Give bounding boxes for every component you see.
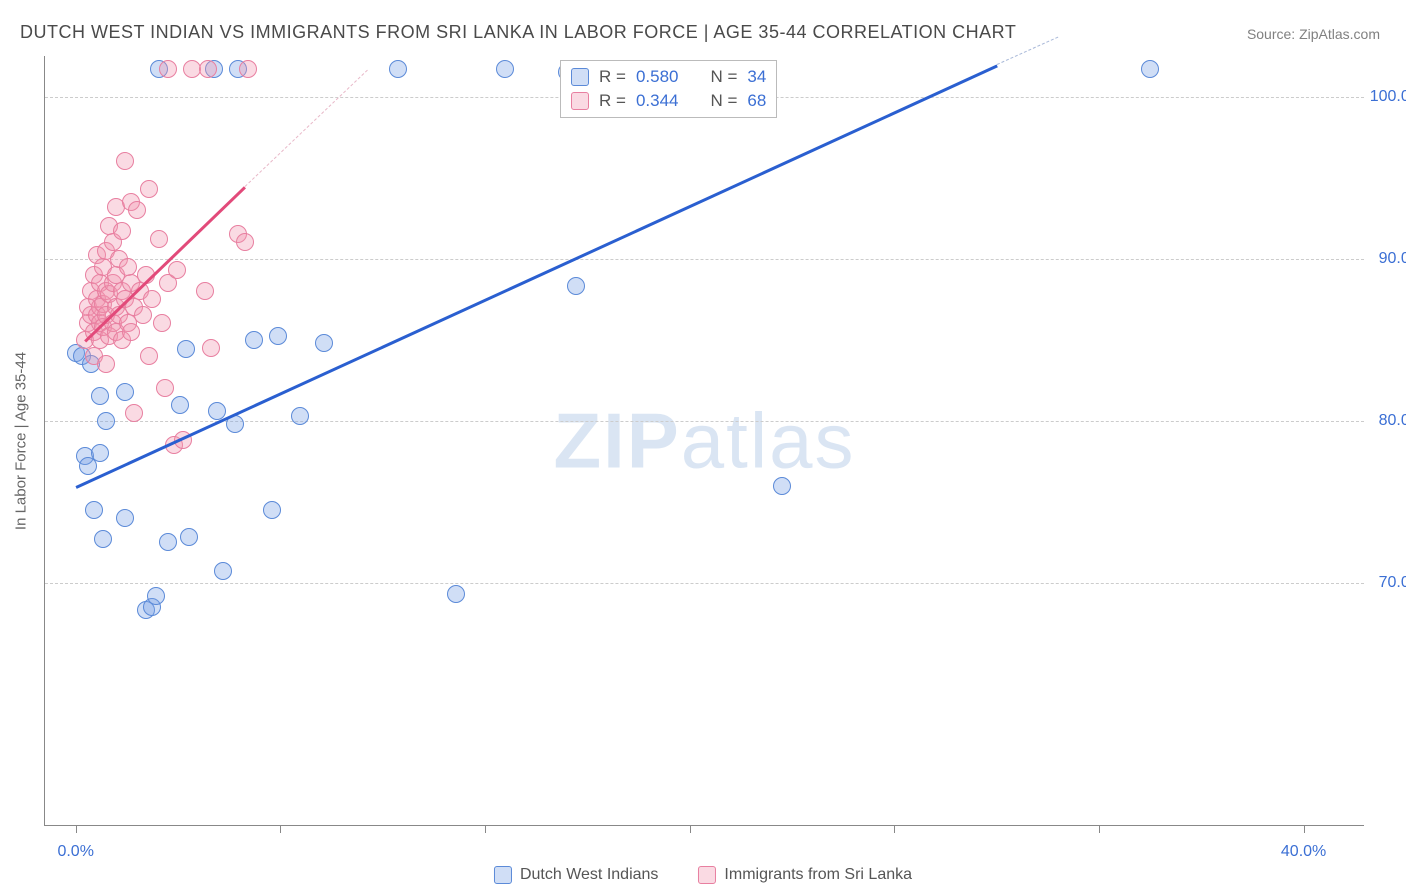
- x-tick: [690, 825, 691, 833]
- x-tick-label: 0.0%: [57, 843, 93, 861]
- data-point: [153, 314, 171, 332]
- data-point: [128, 201, 146, 219]
- data-point: [245, 331, 263, 349]
- data-point: [140, 180, 158, 198]
- legend-n-label: N =: [710, 91, 737, 111]
- legend-swatch: [571, 92, 589, 110]
- data-point: [147, 587, 165, 605]
- legend-label: Dutch West Indians: [520, 866, 658, 884]
- data-point: [315, 334, 333, 352]
- data-point: [91, 444, 109, 462]
- y-tick-label: 70.0%: [1379, 574, 1406, 592]
- data-point: [97, 412, 115, 430]
- data-point: [171, 396, 189, 414]
- legend-r-value: 0.344: [636, 91, 679, 111]
- data-point: [180, 528, 198, 546]
- legend-n-value: 68: [747, 91, 766, 111]
- data-point: [168, 261, 186, 279]
- data-point: [199, 60, 217, 78]
- x-tick: [485, 825, 486, 833]
- data-point: [263, 501, 281, 519]
- data-point: [85, 501, 103, 519]
- watermark-rest: atlas: [681, 396, 856, 484]
- data-point: [177, 340, 195, 358]
- data-point: [567, 277, 585, 295]
- data-point: [239, 60, 257, 78]
- watermark: ZIPatlas: [553, 395, 855, 486]
- data-point: [159, 60, 177, 78]
- x-tick: [280, 825, 281, 833]
- y-axis-label: In Labor Force | Age 35-44: [13, 351, 30, 529]
- data-point: [269, 327, 287, 345]
- data-point: [140, 347, 158, 365]
- y-tick-label: 80.0%: [1379, 412, 1406, 430]
- data-point: [196, 282, 214, 300]
- data-point: [116, 383, 134, 401]
- data-point: [159, 533, 177, 551]
- trend-line-extension: [244, 69, 367, 186]
- data-point: [113, 222, 131, 240]
- source-label: Source: ZipAtlas.com: [1247, 26, 1380, 42]
- watermark-bold: ZIP: [553, 396, 680, 484]
- x-tick-label: 40.0%: [1281, 843, 1326, 861]
- x-tick: [1099, 825, 1100, 833]
- y-tick-label: 100.0%: [1370, 88, 1406, 106]
- legend-r-label: R =: [599, 91, 626, 111]
- trend-line: [75, 64, 997, 488]
- chart-title: DUTCH WEST INDIAN VS IMMIGRANTS FROM SRI…: [20, 22, 1016, 43]
- data-point: [122, 323, 140, 341]
- data-point: [291, 407, 309, 425]
- legend-r-label: R =: [599, 67, 626, 87]
- data-point: [202, 339, 220, 357]
- data-point: [496, 60, 514, 78]
- y-tick-label: 90.0%: [1379, 250, 1406, 268]
- data-point: [156, 379, 174, 397]
- legend-swatch: [571, 68, 589, 86]
- data-point: [94, 530, 112, 548]
- data-point: [214, 562, 232, 580]
- x-tick: [76, 825, 77, 833]
- gridline: [45, 259, 1364, 260]
- legend-r-value: 0.580: [636, 67, 679, 87]
- data-point: [447, 585, 465, 603]
- data-point: [97, 355, 115, 373]
- data-point: [236, 233, 254, 251]
- legend-row: R = 0.344 N = 68: [571, 89, 766, 113]
- data-point: [125, 404, 143, 422]
- legend-n-label: N =: [710, 67, 737, 87]
- data-point: [773, 477, 791, 495]
- legend-swatch: [698, 866, 716, 884]
- x-tick: [894, 825, 895, 833]
- gridline: [45, 583, 1364, 584]
- data-point: [150, 230, 168, 248]
- legend-item: Immigrants from Sri Lanka: [698, 866, 912, 884]
- data-point: [91, 387, 109, 405]
- correlation-legend: R = 0.580 N = 34 R = 0.344 N = 68: [560, 60, 777, 118]
- x-tick: [1304, 825, 1305, 833]
- legend-row: R = 0.580 N = 34: [571, 65, 766, 89]
- data-point: [116, 152, 134, 170]
- data-point: [143, 290, 161, 308]
- legend-n-value: 34: [747, 67, 766, 87]
- legend-item: Dutch West Indians: [494, 866, 658, 884]
- data-point: [389, 60, 407, 78]
- legend-label: Immigrants from Sri Lanka: [724, 866, 912, 884]
- plot-area: ZIPatlas In Labor Force | Age 35-44 70.0…: [44, 56, 1364, 826]
- legend-swatch: [494, 866, 512, 884]
- data-point: [119, 258, 137, 276]
- data-point: [134, 306, 152, 324]
- data-point: [1141, 60, 1159, 78]
- series-legend: Dutch West Indians Immigrants from Sri La…: [494, 866, 912, 884]
- data-point: [116, 509, 134, 527]
